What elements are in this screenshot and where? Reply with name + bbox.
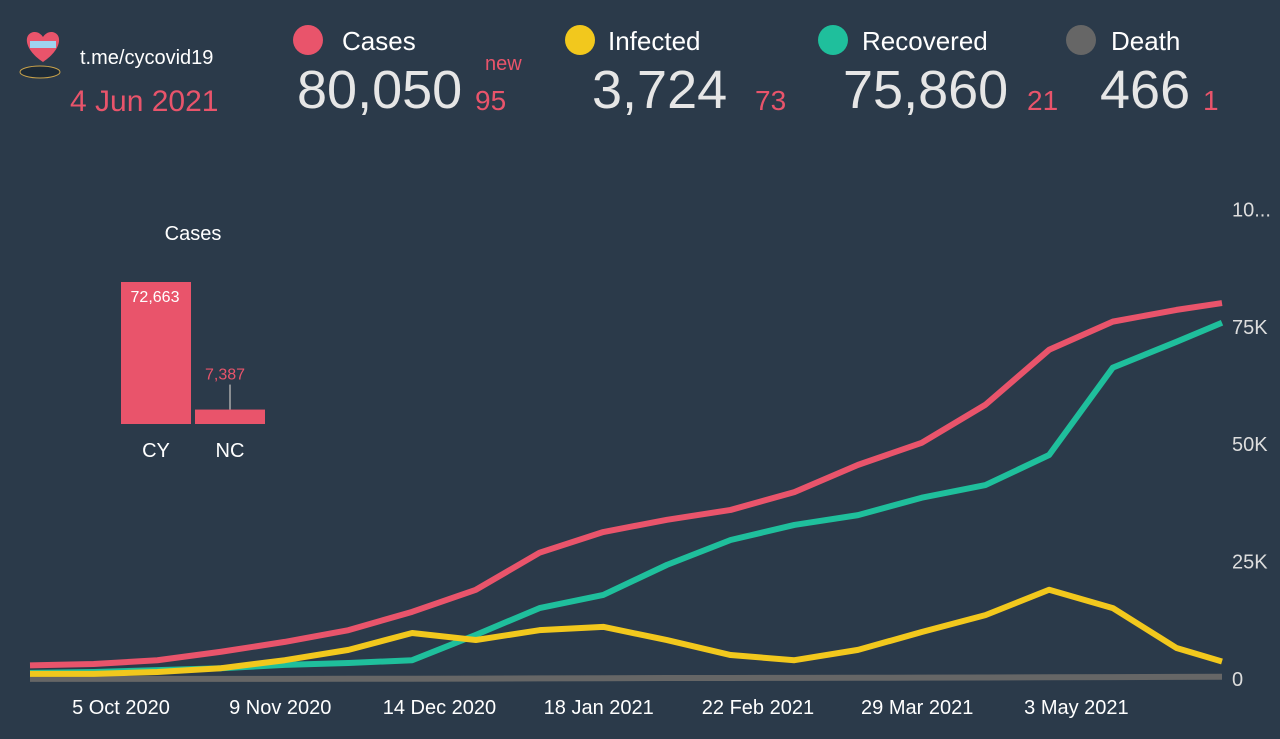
link[interactable]: t.me/cycovid19 — [80, 47, 213, 69]
x-tick-label: 3 May 2021 — [1024, 697, 1129, 719]
legend-dot — [293, 25, 323, 55]
stat-value: 466 — [1100, 60, 1190, 120]
stat-name: Recovered — [862, 26, 988, 56]
x-tick-label: 22 Feb 2021 — [702, 697, 814, 719]
x-tick-label: 14 Dec 2020 — [383, 697, 496, 719]
x-tick-label: 9 Nov 2020 — [229, 697, 331, 719]
y-tick-label: 75K — [1232, 317, 1268, 339]
y-tick-label: 50K — [1232, 434, 1268, 456]
series-line — [29, 300, 1223, 669]
series-line — [30, 586, 1223, 677]
bar-title: Cases — [165, 223, 222, 245]
stat-new: 21 — [1027, 85, 1058, 116]
stat-new: 95 — [475, 85, 506, 116]
stat-name: Cases — [342, 26, 416, 56]
new-label: new — [485, 53, 522, 75]
stat-value: 80,050 — [297, 60, 462, 120]
legend-dot — [1066, 25, 1096, 55]
data-label: 72,663 — [131, 289, 180, 306]
stat-name: Death — [1111, 26, 1180, 56]
series-line — [29, 673, 1223, 682]
stat-value: 75,860 — [843, 60, 1008, 120]
x-tick-label: CY — [142, 440, 170, 462]
stat-new: 1 — [1203, 85, 1219, 116]
legend-dot — [818, 25, 848, 55]
x-tick-label: 5 Oct 2020 — [72, 697, 170, 719]
date: 4 Jun 2021 — [70, 85, 218, 118]
stat-value: 3,724 — [592, 60, 727, 120]
stat-name: Infected — [608, 26, 701, 56]
y-tick-label: 10... — [1232, 199, 1271, 221]
logo — [19, 32, 61, 79]
bar — [121, 282, 191, 424]
stat-new: 73 — [755, 85, 786, 116]
y-tick-label: 0 — [1232, 669, 1243, 691]
x-tick-label: NC — [216, 440, 245, 462]
legend-dot — [565, 25, 595, 55]
y-tick-label: 25K — [1232, 552, 1268, 574]
bar — [195, 409, 265, 424]
x-tick-label: 18 Jan 2021 — [544, 697, 654, 719]
data-label: 7,387 — [205, 367, 245, 384]
x-tick-label: 29 Mar 2021 — [861, 697, 973, 719]
